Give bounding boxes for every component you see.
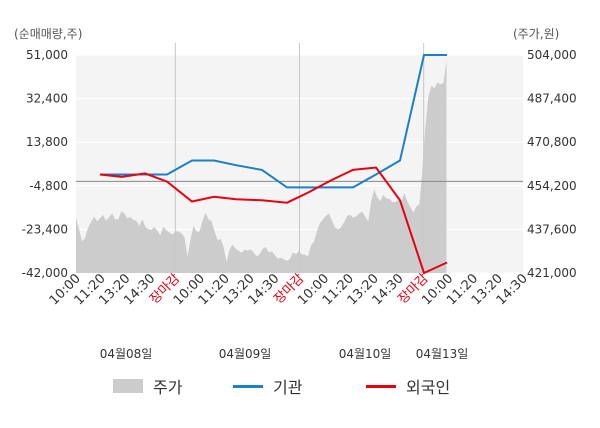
legend-swatch-foreigner bbox=[366, 384, 396, 388]
right-tick-label: 437,600 bbox=[527, 222, 577, 236]
right-tick-label: 454,200 bbox=[527, 179, 577, 193]
right-tick-label: 470,800 bbox=[527, 135, 577, 149]
left-tick-label: -23,400 bbox=[22, 222, 68, 236]
date-label: 04월10일 bbox=[339, 347, 392, 361]
left-tick-label: 32,400 bbox=[26, 92, 68, 106]
legend-swatch-institution bbox=[233, 384, 263, 388]
foreigner-line bbox=[99, 166, 448, 275]
legend-label-foreigner: 외국인 bbox=[406, 378, 451, 397]
price-area bbox=[76, 60, 447, 273]
institution-line bbox=[100, 54, 447, 189]
left-tick-label: -42,000 bbox=[22, 266, 68, 280]
legend-label-price: 주가 bbox=[153, 378, 183, 397]
left-tick-label: 51,000 bbox=[26, 48, 68, 62]
date-label: 04월13일 bbox=[416, 347, 469, 361]
date-label: 04월08일 bbox=[100, 347, 153, 361]
legend-item-foreigner: 외국인 bbox=[366, 373, 450, 399]
right-axis-unit-label: (주가,원) bbox=[513, 27, 560, 41]
right-tick-label: 421,000 bbox=[527, 266, 577, 280]
right-tick-label: 487,400 bbox=[527, 92, 577, 106]
legend: 주가 기관 외국인 bbox=[0, 373, 600, 399]
dual-axis-chart: 51,000 504,000 32,400 487,400 13,800 470,800 -… bbox=[22, 43, 577, 361]
legend-item-price: 주가 bbox=[113, 373, 182, 399]
left-axis-unit-label: (순매매량,주) bbox=[14, 27, 83, 41]
legend-item-institution: 기관 bbox=[233, 373, 302, 399]
right-tick-label: 504,000 bbox=[527, 48, 577, 62]
left-tick-label: 13,800 bbox=[26, 135, 68, 149]
legend-swatch-price bbox=[113, 379, 143, 393]
date-label: 04월09일 bbox=[219, 347, 272, 361]
legend-label-institution: 기관 bbox=[273, 378, 303, 397]
left-tick-label: -4,800 bbox=[29, 179, 68, 193]
